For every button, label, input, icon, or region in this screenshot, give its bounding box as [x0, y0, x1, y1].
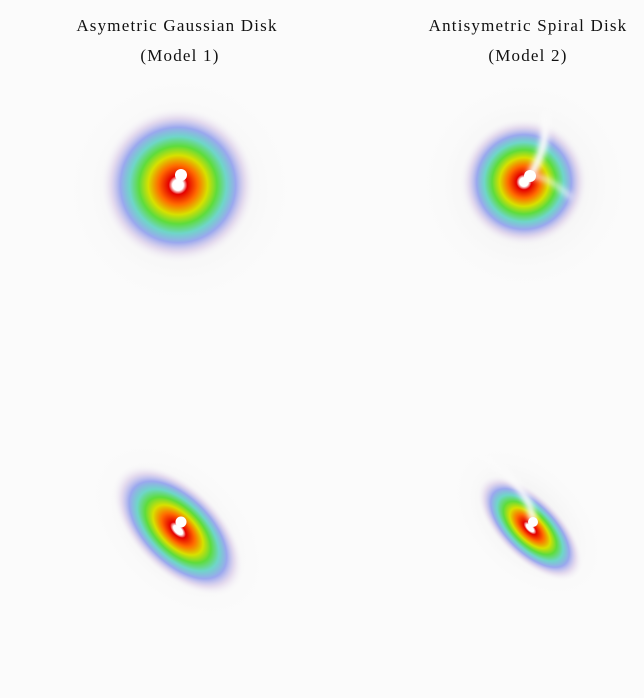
panel-subtitle: (Model 2)	[488, 46, 567, 65]
panel-subtitle: (Model 1)	[140, 46, 219, 65]
panel-title: Asymetric Gaussian Disk	[76, 16, 277, 35]
disk-image	[60, 70, 300, 310]
disk-image	[448, 442, 608, 602]
panel-title: Antisymetric Spiral Disk	[429, 16, 628, 35]
disk-image	[415, 75, 635, 295]
disk-image	[85, 437, 271, 623]
